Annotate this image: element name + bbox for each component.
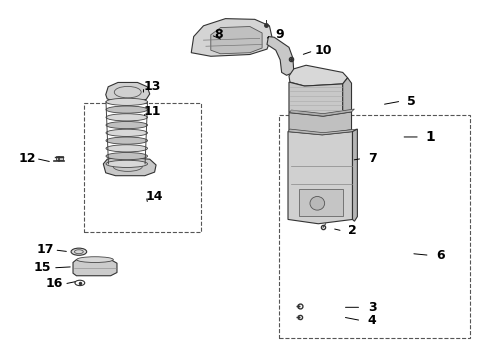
Ellipse shape [106, 153, 147, 160]
Ellipse shape [76, 257, 113, 262]
Polygon shape [343, 78, 351, 116]
Polygon shape [352, 129, 357, 221]
Text: 14: 14 [146, 190, 163, 203]
Polygon shape [288, 132, 352, 224]
Polygon shape [289, 112, 351, 134]
Polygon shape [288, 129, 357, 135]
Ellipse shape [106, 160, 147, 167]
Ellipse shape [106, 106, 147, 113]
Text: 1: 1 [426, 130, 436, 144]
Polygon shape [267, 37, 294, 75]
Bar [56, 156, 63, 160]
Text: 9: 9 [275, 28, 284, 41]
Ellipse shape [106, 145, 147, 152]
Text: 8: 8 [214, 28, 222, 41]
Text: 13: 13 [144, 80, 161, 93]
Text: 7: 7 [368, 152, 376, 165]
Polygon shape [289, 82, 343, 116]
Ellipse shape [106, 98, 147, 105]
Ellipse shape [106, 129, 147, 136]
Polygon shape [211, 27, 262, 54]
Ellipse shape [71, 248, 87, 255]
Text: 4: 4 [368, 314, 376, 327]
Text: 16: 16 [46, 278, 63, 291]
Polygon shape [106, 82, 150, 102]
Polygon shape [73, 260, 117, 276]
Bar [84, 103, 201, 232]
Ellipse shape [106, 137, 147, 144]
Text: 11: 11 [144, 105, 161, 118]
Polygon shape [289, 109, 354, 116]
Text: 3: 3 [368, 301, 376, 314]
Ellipse shape [106, 114, 147, 121]
Text: 5: 5 [407, 95, 416, 108]
Text: 2: 2 [348, 224, 357, 238]
Bar [279, 116, 470, 338]
Text: 6: 6 [436, 249, 445, 262]
Polygon shape [103, 157, 156, 176]
Ellipse shape [106, 122, 147, 129]
Polygon shape [191, 19, 272, 56]
Text: 12: 12 [19, 152, 36, 165]
Bar [299, 189, 343, 216]
Text: 15: 15 [33, 261, 51, 274]
Ellipse shape [310, 197, 325, 210]
Polygon shape [289, 65, 347, 86]
Text: 17: 17 [37, 243, 54, 256]
Text: 10: 10 [315, 44, 332, 57]
